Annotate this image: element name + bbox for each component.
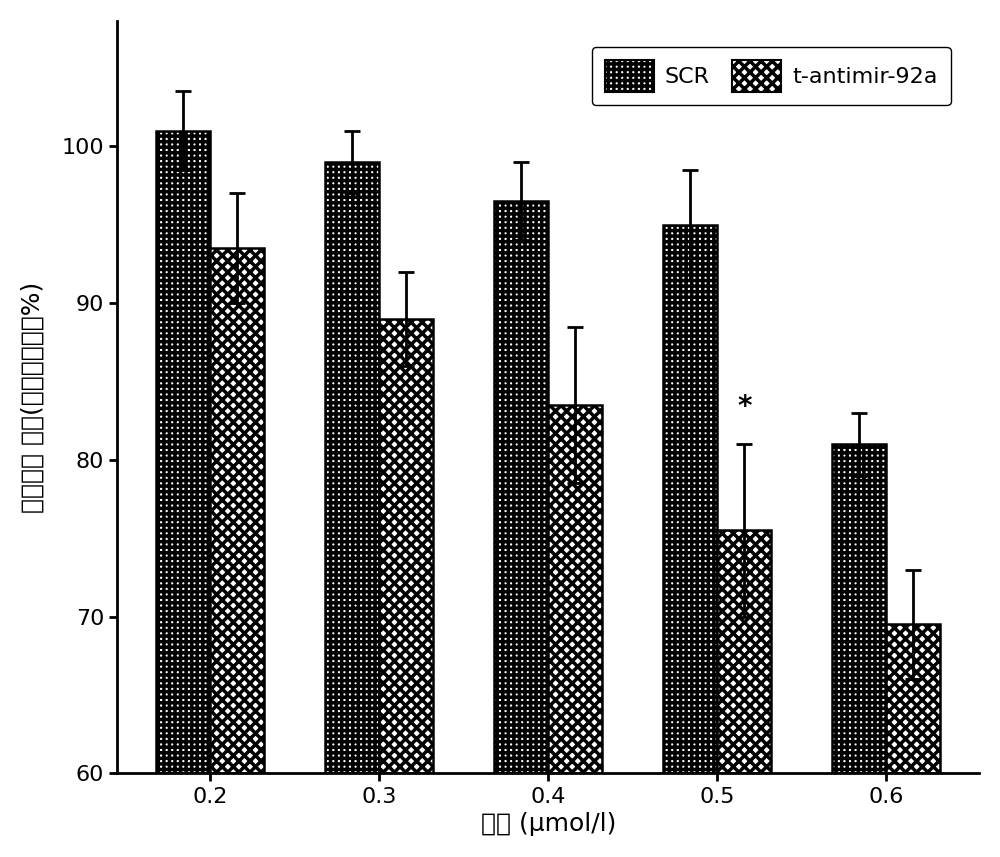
Text: *: * — [737, 393, 752, 421]
Bar — [832, 444, 886, 773]
Bar — [717, 530, 771, 773]
Bar — [886, 625, 940, 773]
Bar — [325, 162, 379, 773]
Bar — [210, 249, 264, 773]
Bar — [548, 405, 602, 773]
Bar — [156, 130, 210, 773]
Bar — [494, 201, 548, 773]
X-axis label: 浓度 (μmol/l): 浓度 (μmol/l) — [481, 812, 616, 836]
Bar — [379, 319, 433, 773]
Y-axis label: 细胞相对 活力(相对于空自组%): 细胞相对 活力(相对于空自组%) — [21, 281, 45, 512]
Legend: SCR, t-antimir-92a: SCR, t-antimir-92a — [592, 47, 951, 105]
Bar — [663, 225, 717, 773]
